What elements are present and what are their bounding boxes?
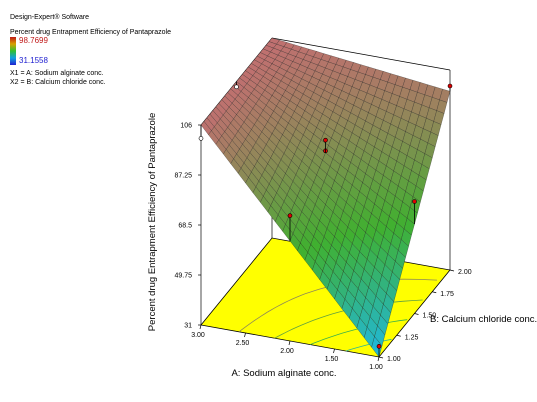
x-axis-label: A: Sodium alginate conc. [231,368,336,379]
y-tick-label: 1.50 [423,313,437,320]
design-point [412,199,417,204]
y-tick-label: 1.00 [387,356,401,363]
design-point [234,84,239,90]
x-tick [199,324,202,330]
x-tick-label: 2.50 [236,340,250,347]
design-point [447,83,453,89]
z-tick-label: 106 [180,123,192,130]
y-tick-label: 2.00 [458,269,472,276]
factor-x1-label: X1 = A: Sodium alginate conc. [10,70,104,77]
y-tick [396,334,401,337]
x-tick [244,332,246,338]
x-tick [377,356,380,362]
x-tick-label: 2.00 [280,348,294,355]
y-tick [414,313,419,315]
response-label: Percent drug Entrapment Efficiency of Pa… [10,29,171,36]
factor-x2-label: X2 = B: Calcium chloride conc. [10,79,106,86]
x-tick [333,348,335,354]
design-point [376,344,382,349]
x-tick [288,340,291,346]
y-tick-label: 1.75 [440,291,454,298]
y-tick [449,269,455,272]
z-tick-label: 87.25 [174,173,192,180]
axis-box-edge [271,37,451,71]
design-point [287,213,293,218]
z-tick-label: 31 [184,323,192,330]
y-tick-label: 1.25 [405,334,419,341]
z-axis-label: Percent drug Entrapment Efficiency of Pa… [147,113,158,331]
y-tick [432,291,437,294]
legend-low-value: 31.1558 [19,56,48,65]
design-point [198,136,204,141]
legend-color-bar [10,37,16,65]
legend-high-value: 98.7699 [19,36,48,45]
software-label: Design-Expert® Software [10,14,90,21]
x-tick-label: 1.00 [369,364,383,371]
z-tick-label: 49.75 [174,273,192,280]
y-tick [378,356,384,359]
y-axis-label: B: Calcium chloride conc. [430,314,537,325]
x-tick-label: 1.50 [325,356,339,363]
design-point [323,137,328,143]
x-tick-label: 3.00 [191,332,205,339]
z-tick-label: 68.5 [178,223,192,230]
